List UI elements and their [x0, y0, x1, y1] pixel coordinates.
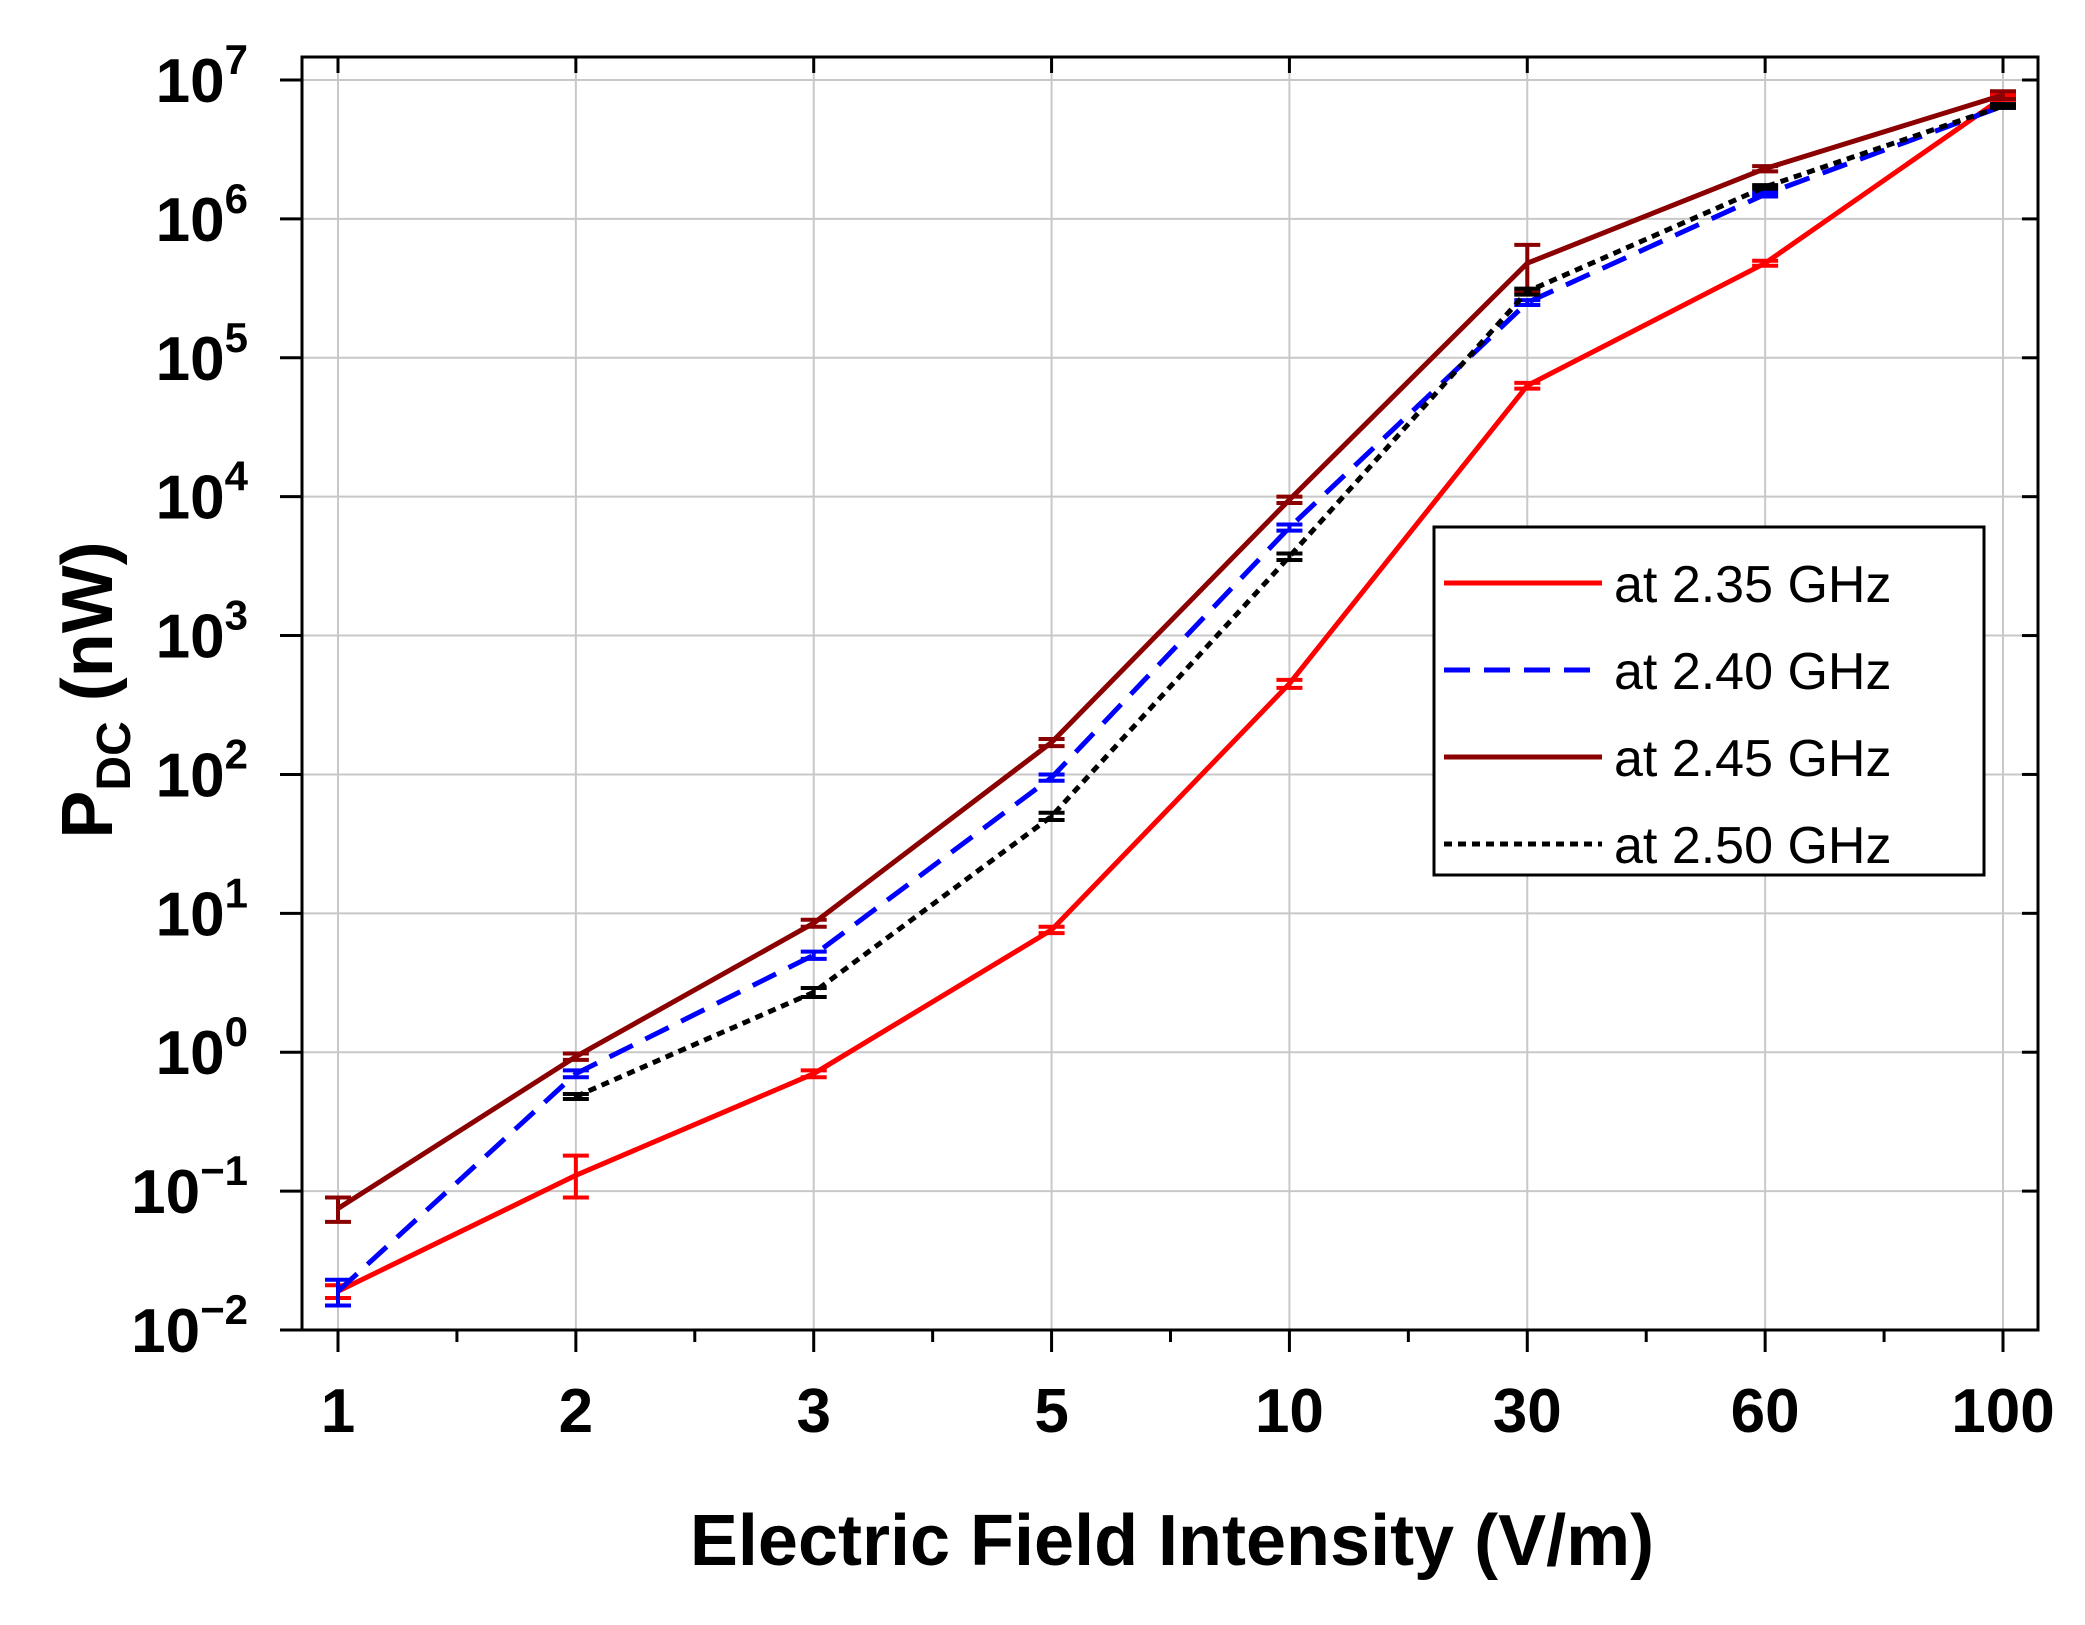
legend-label: at 2.35 GHz	[1614, 556, 1891, 614]
y-tick-exponent: 4	[225, 453, 249, 500]
series-line	[336, 103, 2004, 1294]
y-tick-label: 101	[156, 869, 248, 949]
series-group-2	[325, 89, 2016, 1224]
y-tick-label: 10−1	[131, 1147, 248, 1227]
series-line	[336, 95, 2005, 1294]
y-tick-base: 10	[156, 325, 225, 394]
x-tick-label: 100	[1951, 1377, 2054, 1446]
y-tick-label: 10−2	[131, 1286, 248, 1366]
y-tick-exponent: 0	[225, 1008, 248, 1055]
x-axis-title: Electric Field Intensity (V/m)	[690, 1501, 1654, 1581]
y-tick-label: 102	[156, 730, 248, 810]
x-tick-label: 1	[321, 1377, 355, 1446]
x-tick-label: 30	[1493, 1377, 1562, 1446]
x-tick-label: 60	[1731, 1377, 1800, 1446]
y-tick-exponent: 2	[225, 730, 248, 777]
series-group-0	[325, 92, 2016, 1300]
y-tick-exponent: −1	[200, 1147, 248, 1194]
y-tick-base: 10	[131, 1158, 200, 1227]
ticks	[280, 57, 2038, 1352]
x-tick-labels: 1 2 3 5 10 30 60 100	[321, 1377, 2055, 1446]
series-line	[336, 92, 2004, 1211]
series-group-3	[562, 102, 2016, 1102]
y-tick-base: 10	[156, 603, 225, 672]
legend: at 2.35 GHz at 2.40 GHz at 2.45 GHz at 2.50…	[1432, 525, 1986, 877]
y-tick-base: 10	[156, 880, 225, 949]
y-tick-exponent: 3	[225, 592, 248, 639]
y-tick-exponent: 7	[225, 36, 248, 83]
legend-label: at 2.50 GHz	[1614, 817, 1891, 875]
y-tick-label: 105	[156, 314, 248, 394]
y-tick-exponent: −2	[200, 1286, 248, 1333]
x-tick-label: 5	[1034, 1377, 1068, 1446]
y-tick-label: 104	[156, 453, 249, 533]
y-tick-exponent: 1	[225, 869, 248, 916]
y-tick-base: 10	[131, 1297, 200, 1366]
y-tick-base: 10	[156, 186, 225, 255]
legend-label: at 2.45 GHz	[1614, 730, 1891, 788]
y-tick-label: 100	[156, 1008, 248, 1088]
y-tick-label: 106	[156, 175, 248, 255]
y-axis-title: PDC (nW)	[48, 541, 141, 838]
y-axis-title-main: P	[48, 791, 128, 839]
y-tick-exponent: 6	[225, 175, 248, 222]
y-tick-base: 10	[156, 47, 225, 116]
legend-label: at 2.40 GHz	[1614, 643, 1891, 701]
y-tick-exponent: 5	[225, 314, 248, 361]
x-tick-label: 10	[1255, 1377, 1324, 1446]
x-tick-label: 3	[796, 1377, 830, 1446]
series-layer	[325, 89, 2016, 1308]
x-tick-label: 2	[559, 1377, 593, 1446]
y-tick-label: 103	[156, 592, 248, 672]
y-tick-base: 10	[156, 464, 225, 533]
y-tick-base: 10	[156, 741, 225, 810]
y-axis-title-unit: (nW)	[48, 541, 128, 721]
y-tick-base: 10	[156, 1019, 225, 1088]
y-axis-title-sub: DC	[88, 721, 141, 790]
y-tick-label: 107	[156, 36, 248, 116]
